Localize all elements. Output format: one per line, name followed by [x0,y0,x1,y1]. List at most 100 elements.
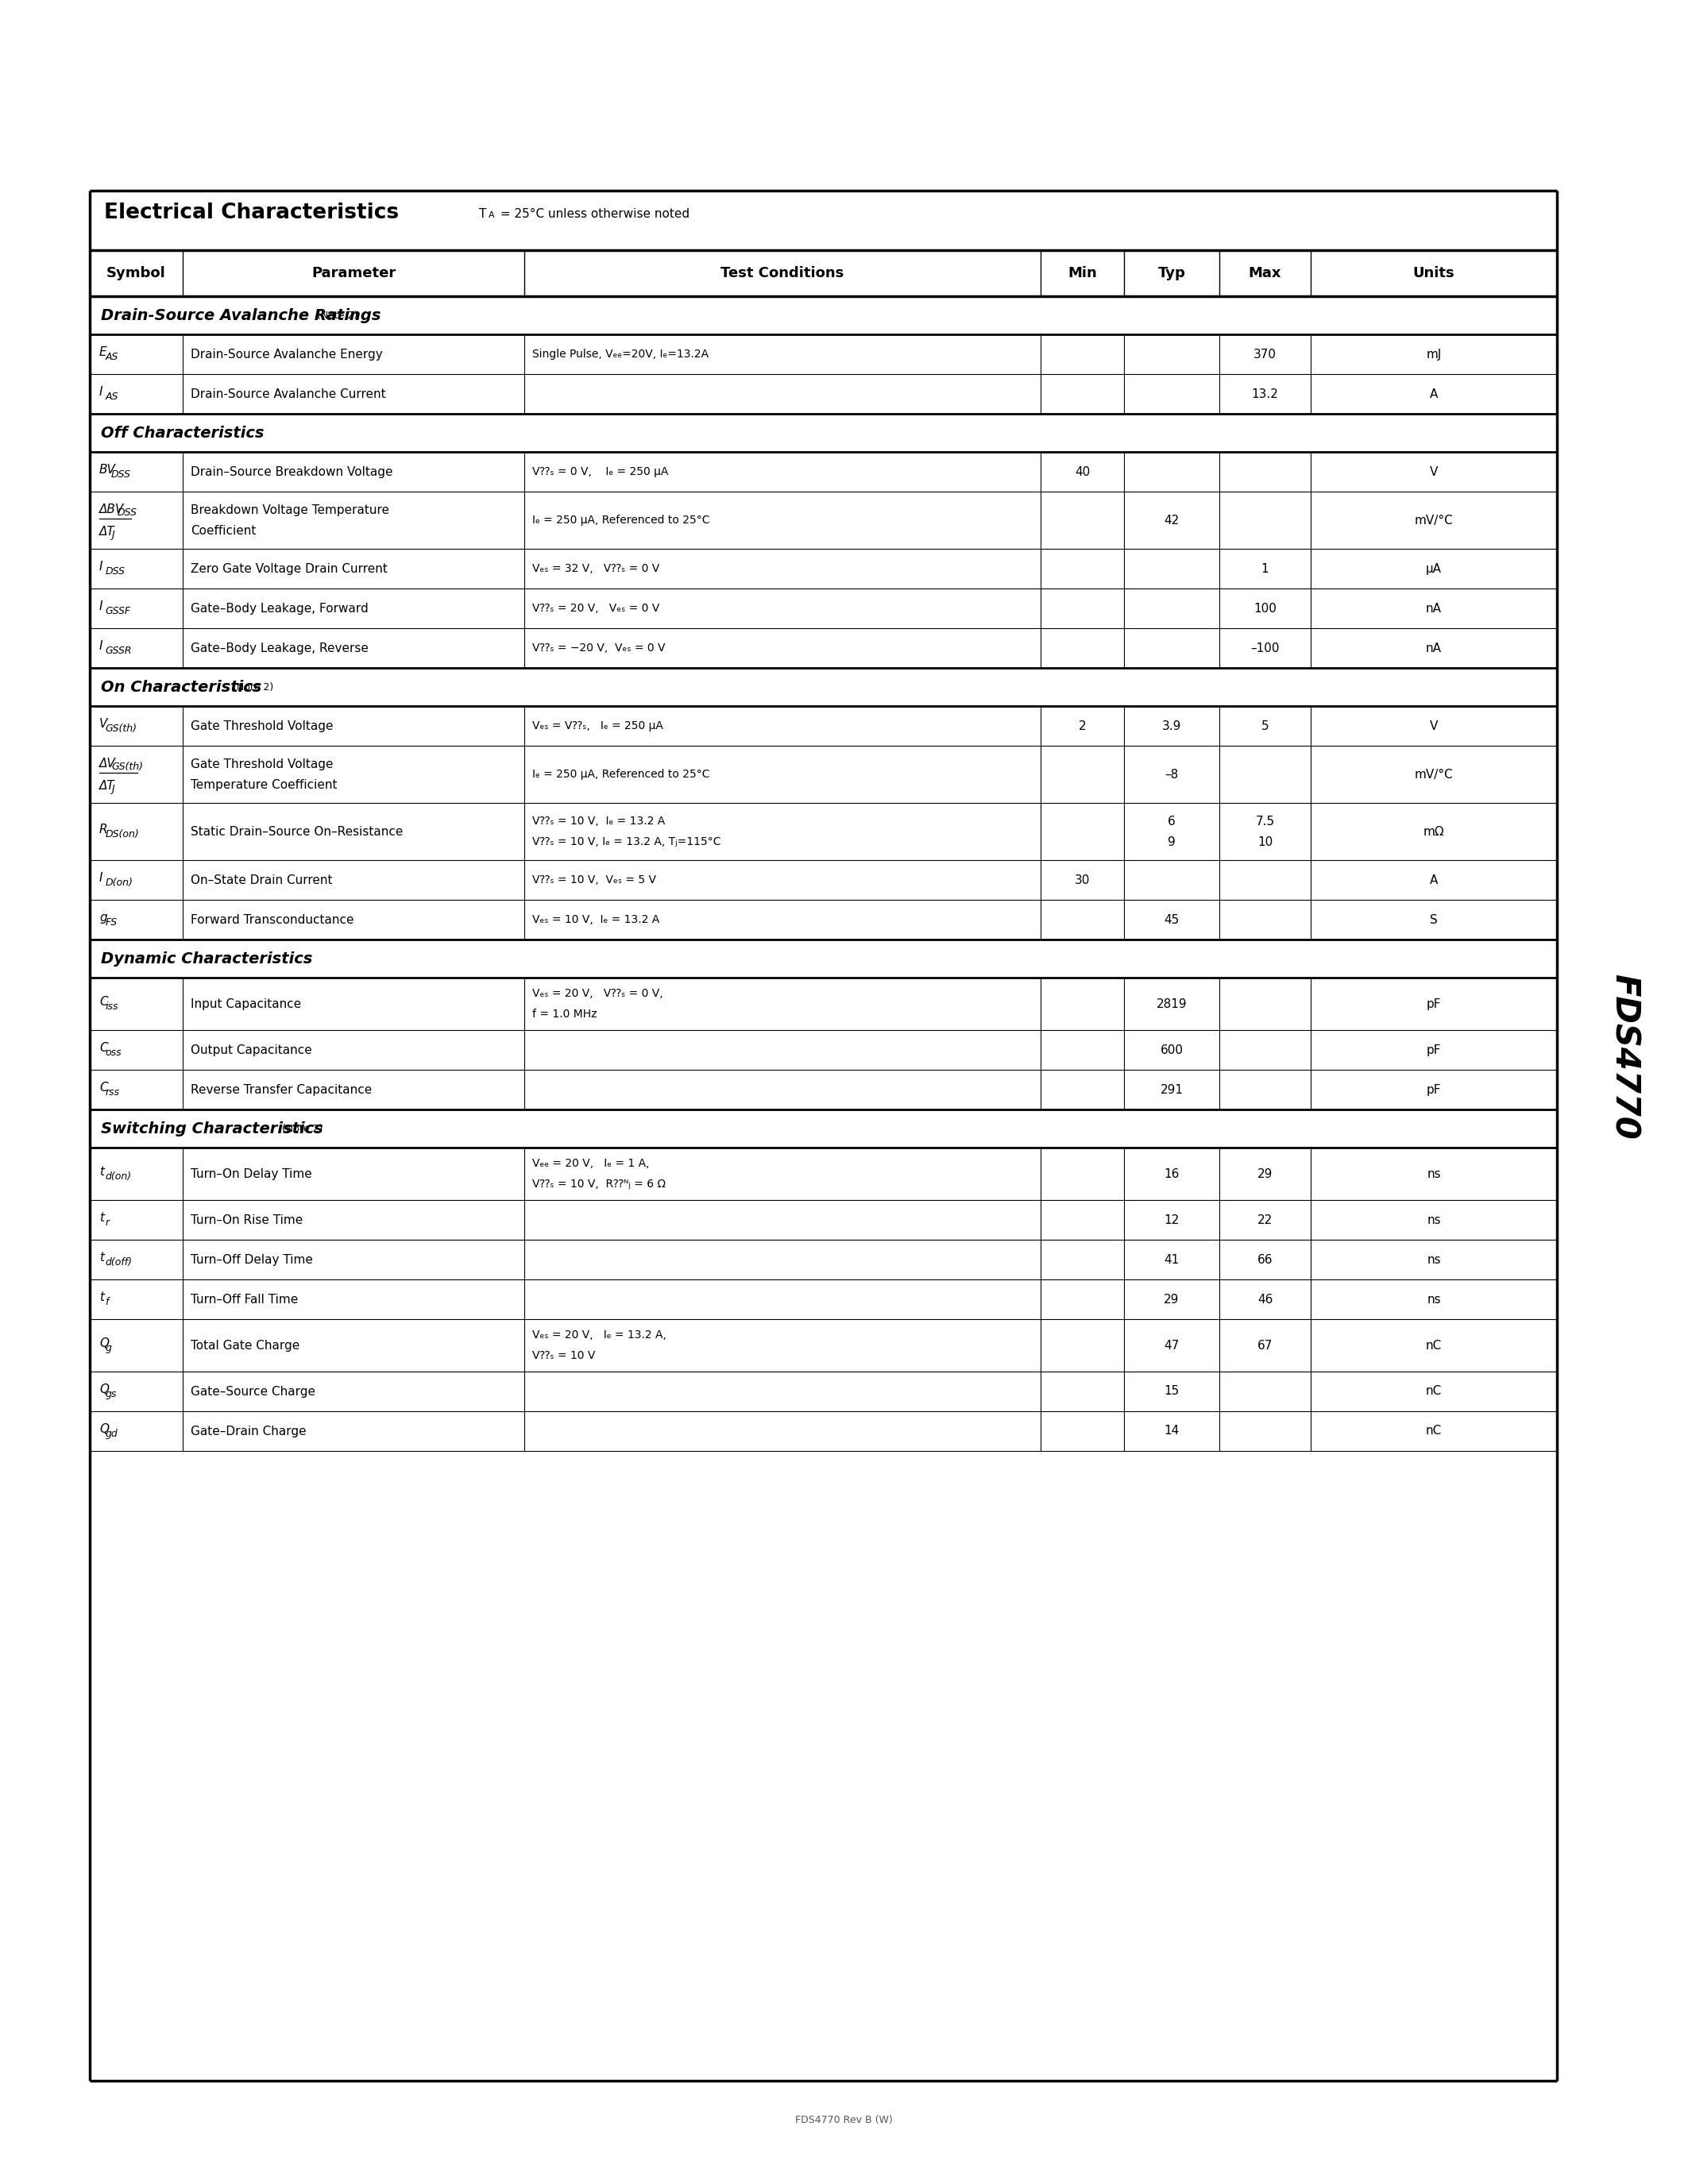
Text: Gate Threshold Voltage: Gate Threshold Voltage [191,758,333,771]
Text: ΔV: ΔV [100,758,116,769]
Text: Turn–On Rise Time: Turn–On Rise Time [191,1214,302,1225]
Text: ns: ns [1426,1254,1442,1265]
Text: C: C [100,996,108,1007]
Text: Dynamic Characteristics: Dynamic Characteristics [101,950,312,965]
Text: I: I [100,561,103,572]
Text: Parameter: Parameter [311,266,395,280]
Text: ΔT: ΔT [100,780,115,791]
Text: t: t [100,1166,105,1177]
Text: Input Capacitance: Input Capacitance [191,998,300,1009]
Text: 370: 370 [1254,347,1276,360]
Text: Turn–Off Fall Time: Turn–Off Fall Time [191,1293,299,1306]
Text: 291: 291 [1160,1083,1183,1096]
Text: V: V [100,719,108,729]
Text: 66: 66 [1258,1254,1273,1265]
Text: Gate–Body Leakage, Forward: Gate–Body Leakage, Forward [191,603,368,614]
Text: gs: gs [105,1389,116,1400]
Text: Single Pulse, Vₑₑ=20V, Iₑ=13.2A: Single Pulse, Vₑₑ=20V, Iₑ=13.2A [532,349,709,360]
Text: GSSR: GSSR [105,644,132,655]
Text: V⁇ₛ = 10 V, Iₑ = 13.2 A, Tⱼ=115°C: V⁇ₛ = 10 V, Iₑ = 13.2 A, Tⱼ=115°C [532,836,721,847]
Text: 13.2: 13.2 [1251,389,1278,400]
Text: 40: 40 [1075,465,1090,478]
Text: f = 1.0 MHz: f = 1.0 MHz [532,1009,598,1020]
Text: AS: AS [105,352,118,363]
Text: Vₑₛ = 20 V,   V⁇ₛ = 0 V,: Vₑₛ = 20 V, V⁇ₛ = 0 V, [532,987,663,998]
Text: –8: –8 [1165,769,1178,780]
Text: ΔT: ΔT [100,526,115,537]
Text: Vₑₛ = 10 V,  Iₑ = 13.2 A: Vₑₛ = 10 V, Iₑ = 13.2 A [532,915,660,926]
Text: Drain-Source Avalanche Current: Drain-Source Avalanche Current [191,389,387,400]
Text: pF: pF [1426,998,1442,1009]
Text: DS(on): DS(on) [105,828,138,839]
Text: Symbol: Symbol [106,266,165,280]
Text: (Note 2): (Note 2) [311,310,358,321]
Text: A: A [488,212,495,218]
Text: Off Characteristics: Off Characteristics [101,426,263,441]
Text: Vₑₑ = 20 V,   Iₑ = 1 A,: Vₑₑ = 20 V, Iₑ = 1 A, [532,1158,650,1168]
Text: C: C [100,1042,108,1053]
Text: Turn–Off Delay Time: Turn–Off Delay Time [191,1254,312,1265]
Text: f: f [105,1297,108,1306]
Text: Output Capacitance: Output Capacitance [191,1044,312,1055]
Text: r: r [105,1216,110,1227]
Text: nC: nC [1426,1385,1442,1398]
Text: On–State Drain Current: On–State Drain Current [191,874,333,887]
Text: (Note 2): (Note 2) [226,681,273,692]
Text: FDS4770 Rev B (W): FDS4770 Rev B (W) [795,2116,893,2125]
Text: pF: pF [1426,1083,1442,1096]
Text: ΔBV: ΔBV [100,502,125,515]
Text: mJ: mJ [1426,347,1442,360]
Text: D(on): D(on) [105,878,133,887]
Text: 14: 14 [1165,1426,1180,1437]
Text: 15: 15 [1165,1385,1180,1398]
Text: Typ: Typ [1158,266,1185,280]
Text: DSS: DSS [111,470,132,478]
Text: 30: 30 [1075,874,1090,887]
Text: V: V [1430,721,1438,732]
Text: Vₑₛ = V⁇ₛ,   Iₑ = 250 μA: Vₑₛ = V⁇ₛ, Iₑ = 250 μA [532,721,663,732]
Text: E: E [100,345,106,358]
Text: Test Conditions: Test Conditions [721,266,844,280]
Text: J: J [111,529,115,539]
Text: S: S [1430,913,1438,926]
Text: On Characteristics: On Characteristics [101,679,262,695]
Text: 45: 45 [1165,913,1180,926]
Text: d(off): d(off) [105,1256,132,1267]
Text: BV: BV [100,463,116,476]
Text: 12: 12 [1165,1214,1180,1225]
Text: T: T [479,207,486,221]
Text: Gate Threshold Voltage: Gate Threshold Voltage [191,721,333,732]
Text: DSS: DSS [116,507,137,518]
Text: Iₑ = 250 μA, Referenced to 25°C: Iₑ = 250 μA, Referenced to 25°C [532,515,709,526]
Text: μA: μA [1426,563,1442,574]
Text: 42: 42 [1165,513,1180,526]
Text: Reverse Transfer Capacitance: Reverse Transfer Capacitance [191,1083,371,1096]
Text: 10: 10 [1258,836,1273,847]
Text: ns: ns [1426,1293,1442,1306]
Text: 100: 100 [1254,603,1276,614]
Text: 3.9: 3.9 [1161,721,1182,732]
Text: mV/°C: mV/°C [1415,513,1453,526]
Text: FS: FS [105,917,116,928]
Text: I: I [100,640,103,651]
Text: V⁇ₛ = 10 V,  Vₑₛ = 5 V: V⁇ₛ = 10 V, Vₑₛ = 5 V [532,874,657,885]
Text: GS(th): GS(th) [111,762,143,771]
Text: I: I [100,871,103,885]
Text: R: R [100,823,108,834]
Text: 46: 46 [1258,1293,1273,1306]
Text: Turn–On Delay Time: Turn–On Delay Time [191,1168,312,1179]
Text: = 25°C unless otherwise noted: = 25°C unless otherwise noted [496,207,690,221]
Text: 7.5: 7.5 [1256,815,1274,828]
Text: Total Gate Charge: Total Gate Charge [191,1339,300,1352]
Text: V⁇ₛ = 20 V,   Vₑₛ = 0 V: V⁇ₛ = 20 V, Vₑₛ = 0 V [532,603,660,614]
Text: 29: 29 [1165,1293,1180,1306]
Text: V⁇ₛ = 10 V,  R⁇ᴺⱼ = 6 Ω: V⁇ₛ = 10 V, R⁇ᴺⱼ = 6 Ω [532,1179,665,1190]
Text: V⁇ₛ = 10 V,  Iₑ = 13.2 A: V⁇ₛ = 10 V, Iₑ = 13.2 A [532,815,665,828]
Text: Temperature Coefficient: Temperature Coefficient [191,780,338,791]
Text: A: A [1430,874,1438,887]
Text: Breakdown Voltage Temperature: Breakdown Voltage Temperature [191,505,390,515]
Text: ns: ns [1426,1168,1442,1179]
Text: Drain–Source Breakdown Voltage: Drain–Source Breakdown Voltage [191,465,393,478]
Text: GSSF: GSSF [105,605,130,616]
Text: (Note 2): (Note 2) [275,1123,322,1133]
